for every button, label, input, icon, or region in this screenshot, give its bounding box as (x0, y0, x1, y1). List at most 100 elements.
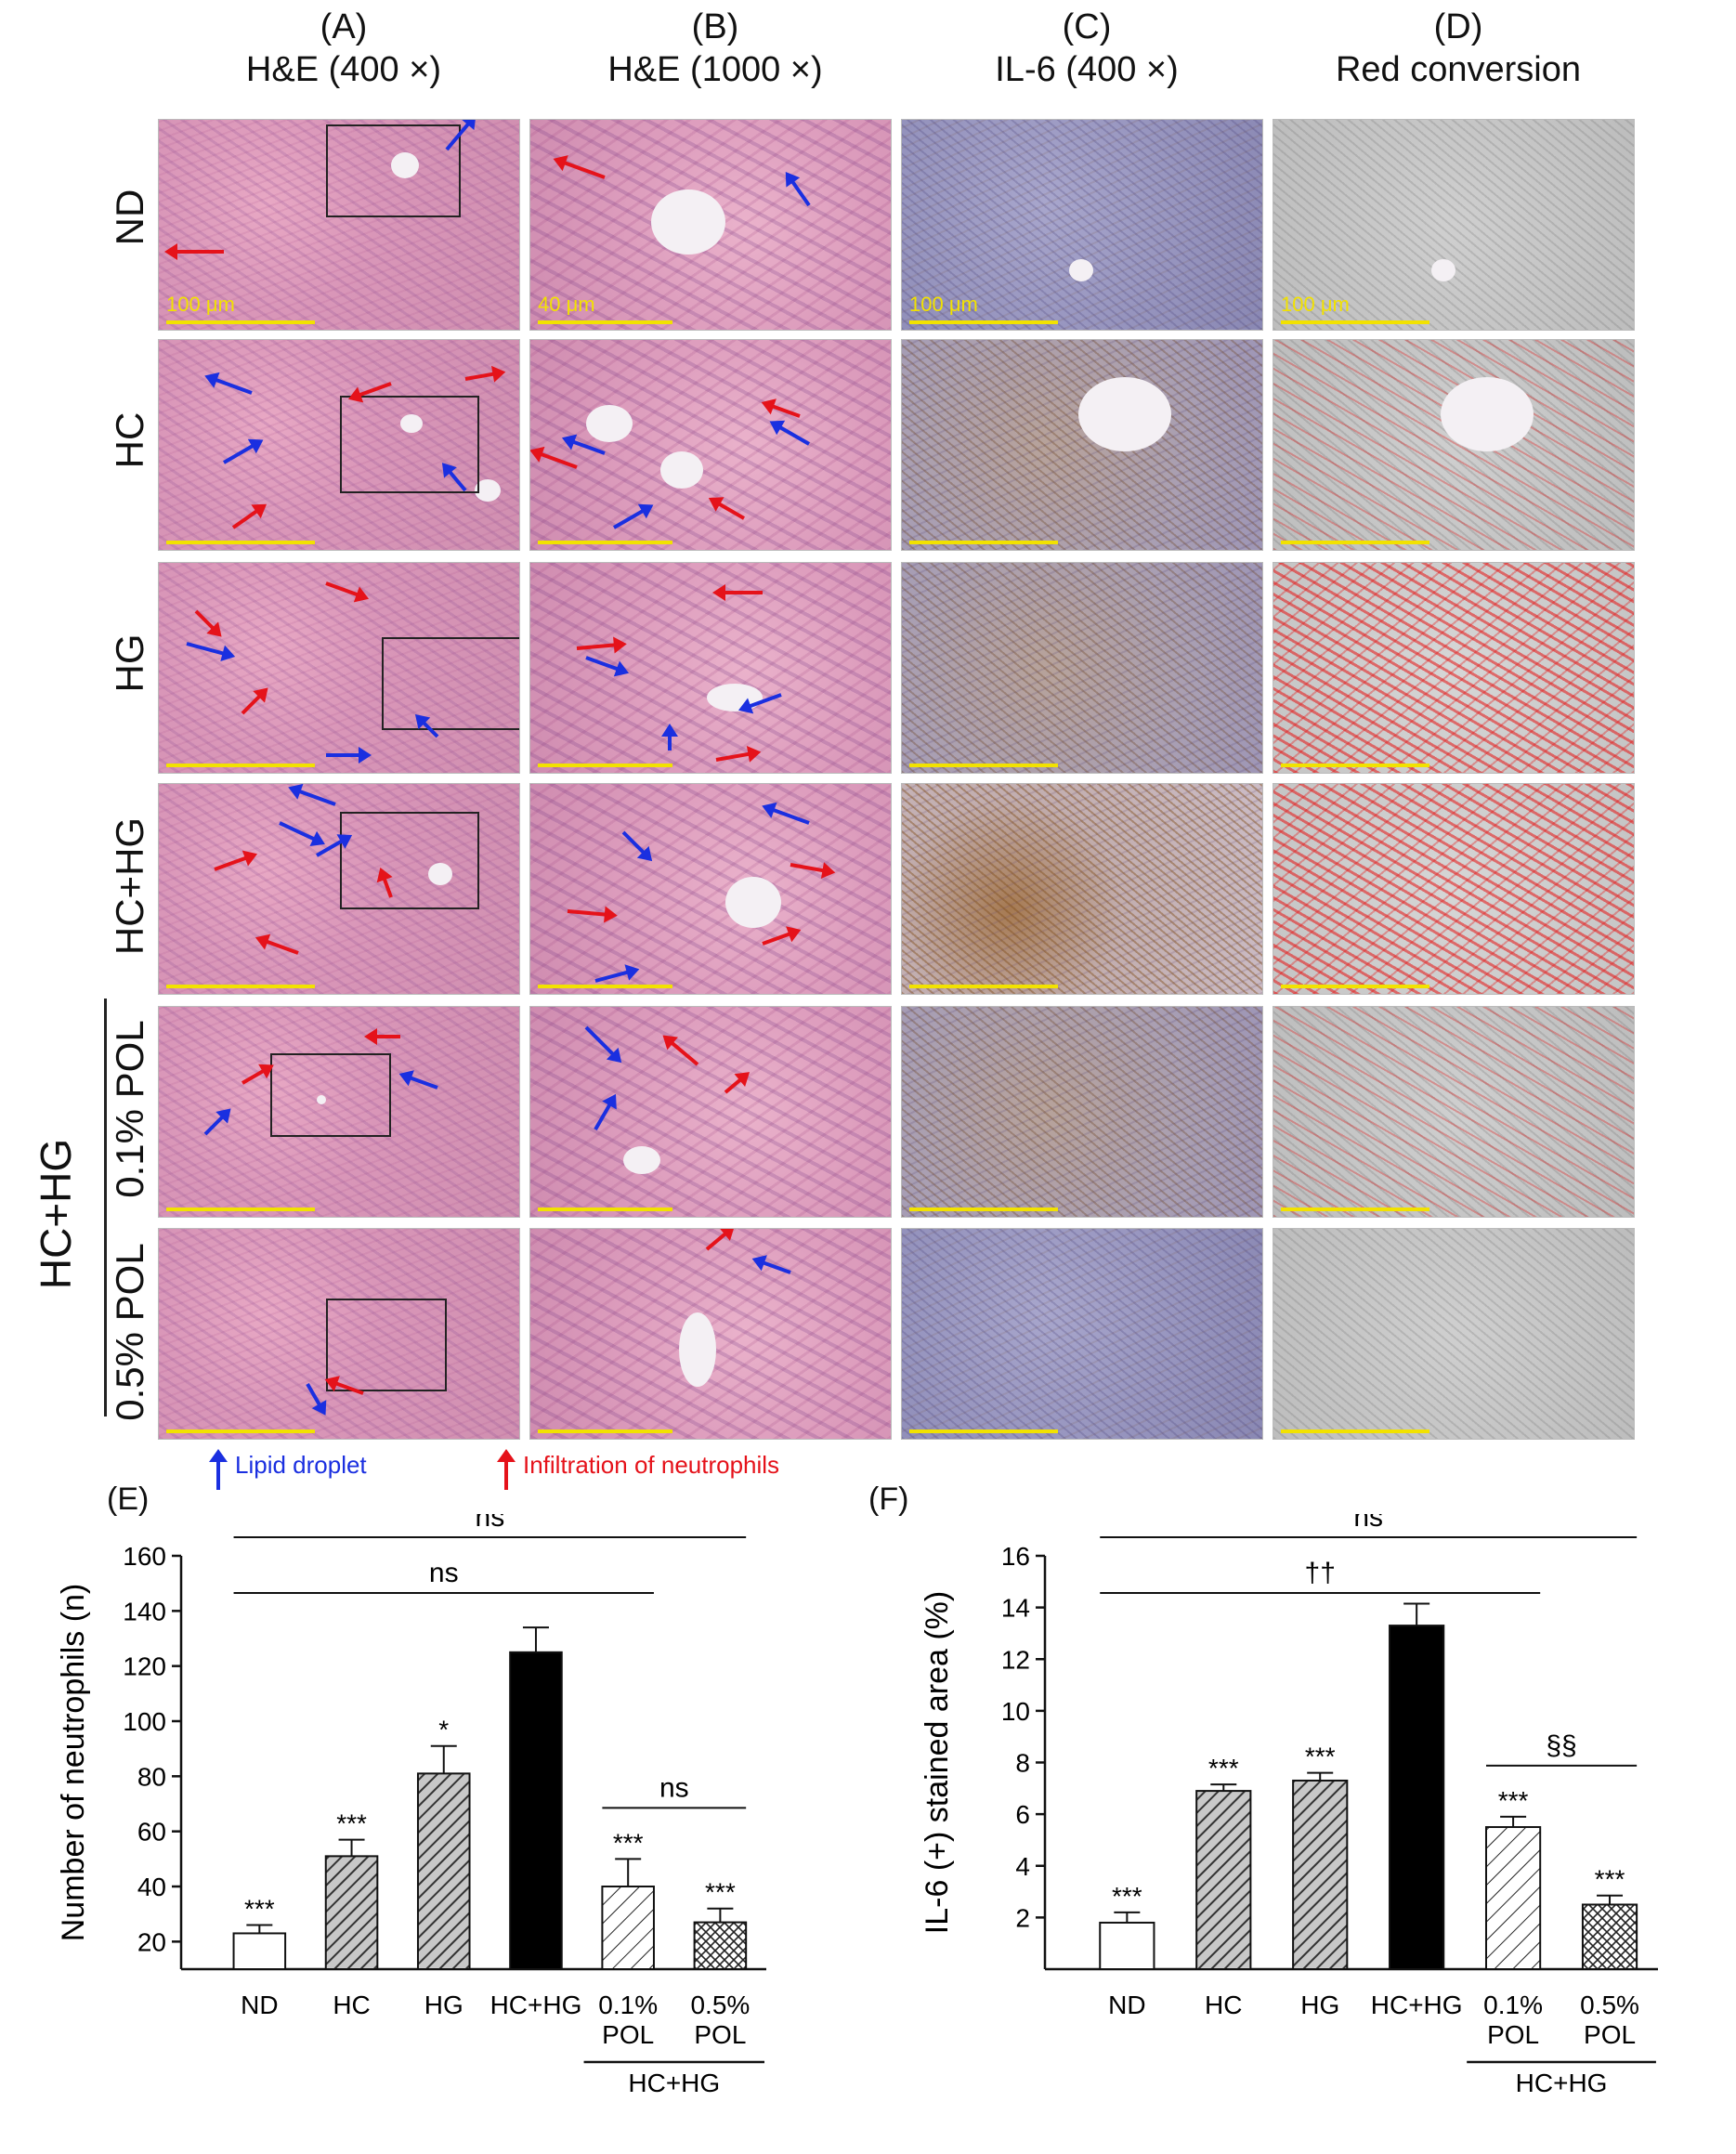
vessel-lumen (400, 414, 423, 433)
neutrophil-arrow-icon (214, 853, 255, 871)
category-label: HC+HG (1371, 1991, 1463, 2019)
column-header-a: (A) H&E (400 ×) (158, 6, 529, 91)
blue-arrow-icon (216, 1455, 220, 1490)
category-label: HC (1205, 1991, 1242, 2019)
il6-bar-chart: 2 4 6 8 10 12 14 16 IL-6 (+) stained area (%) ***… (920, 1514, 1658, 2097)
neutrophil-bar-chart: 20 40 60 80 100 120 140 160 Number of neutrophil… (56, 1514, 766, 2097)
scale-bar (909, 320, 1058, 324)
significance-label: *** (705, 1878, 736, 1907)
vessel-lumen (651, 189, 725, 255)
zoom-region-box (326, 124, 461, 217)
scale-label: 100 μm (1281, 293, 1350, 316)
panel-e-letter: (E) (107, 1482, 150, 1517)
scale-bar (538, 320, 672, 324)
category-label: HC (333, 1991, 370, 2019)
row-label-01-pol: 0.1% POL (108, 1020, 151, 1198)
bar (693, 1921, 748, 1971)
category-label: POL (1584, 2020, 1636, 2049)
column-title: Red conversion (1335, 50, 1582, 89)
y-tick-label: 10 (1001, 1697, 1030, 1726)
scale-bar (166, 985, 315, 988)
scale-label: 40 μm (538, 293, 595, 316)
category-label: 0.5% (1580, 1991, 1639, 2019)
micrograph-hc-red-conversion (1273, 339, 1635, 551)
scale-bar (1281, 1208, 1429, 1211)
bar (1484, 1826, 1542, 1970)
micrograph-05-pol-il6 (901, 1228, 1263, 1440)
bar (1292, 1779, 1349, 1970)
scale-bar (1281, 541, 1429, 544)
lipid-droplet-arrow-icon (291, 787, 336, 806)
column-letter: (D) (1433, 7, 1483, 46)
neutrophil-arrow-icon (724, 1073, 749, 1094)
legend-neutrophil-infiltration: Infiltration of neutrophils (523, 1451, 780, 1479)
group-label: HC+HG (1516, 2069, 1608, 2097)
vessel-lumen (317, 1095, 326, 1104)
y-tick-label: 20 (137, 1927, 166, 1956)
comparison-label: ns (1353, 1514, 1383, 1533)
significance-label: *** (336, 1809, 367, 1838)
column-letter: (A) (320, 7, 368, 46)
category-label: HG (1300, 1991, 1339, 2019)
bar (1195, 1790, 1252, 1970)
y-tick-label: 16 (1001, 1542, 1030, 1571)
lipid-droplet-arrow-icon (621, 830, 651, 860)
significance-label: *** (1305, 1743, 1336, 1771)
vessel-lumen (707, 684, 763, 711)
category-label: HC+HG (490, 1991, 582, 2019)
neutrophil-arrow-icon (241, 1064, 272, 1085)
scale-label: 100 μm (909, 293, 978, 316)
vessel-lumen (391, 152, 419, 178)
scale-bar (909, 1429, 1058, 1433)
significance-label: *** (1498, 1786, 1529, 1815)
neutrophil-arrow-icon (711, 498, 745, 520)
micrograph-nd-he-1000: 40 μm (529, 119, 892, 331)
micrograph-05-pol-he-400 (158, 1228, 520, 1440)
neutrophil-arrow-icon (231, 504, 265, 529)
neutrophil-arrow-icon (762, 929, 799, 946)
lipid-droplet-arrow-icon (613, 504, 651, 529)
micrograph-hg-he-400 (158, 562, 520, 774)
vessel-lumen (1441, 377, 1534, 451)
scale-bar (909, 985, 1058, 988)
lipid-droplet-arrow-icon (186, 642, 232, 658)
bar (416, 1772, 471, 1970)
column-title: IL-6 (400 ×) (995, 50, 1179, 89)
bar (324, 1855, 379, 1970)
row-label-nd: ND (108, 189, 151, 246)
column-title: H&E (1000 ×) (607, 50, 823, 89)
neutrophil-arrow-icon (705, 1229, 734, 1251)
scale-bar (166, 1429, 315, 1433)
bar (1389, 1625, 1445, 1970)
micrograph-hg-red-conversion (1273, 562, 1635, 774)
y-tick-label: 140 (123, 1597, 166, 1625)
group-bracket-line (104, 999, 107, 1416)
micrograph-hc-hg-red-conversion (1273, 783, 1635, 995)
scale-bar (909, 764, 1058, 767)
neutrophil-arrow-icon (716, 591, 763, 594)
category-label: POL (694, 2020, 746, 2049)
micrograph-hg-he-1000 (529, 562, 892, 774)
category-label: HG (424, 1991, 463, 2019)
y-tick-label: 14 (1001, 1594, 1030, 1623)
neutrophil-arrow-icon (790, 863, 832, 874)
micrograph-hc-hg-il6 (901, 783, 1263, 995)
neutrophil-arrow-icon (168, 250, 224, 254)
column-letter: (C) (1062, 7, 1112, 46)
vessel-lumen (679, 1312, 716, 1387)
scale-bar (166, 320, 315, 324)
scale-bar (538, 1429, 672, 1433)
vessel-lumen (428, 863, 452, 885)
bar (509, 1651, 563, 1970)
lipid-droplet-arrow-icon (754, 1258, 791, 1274)
comparison-label: ns (429, 1558, 459, 1588)
y-tick-label: 120 (123, 1652, 166, 1681)
group-label-hc-hg: HC+HG (32, 1138, 80, 1290)
row-label-hc: HC (108, 411, 151, 469)
scale-bar (1281, 320, 1429, 324)
lipid-droplet-arrow-icon (584, 1025, 620, 1062)
lipid-droplet-arrow-icon (764, 805, 810, 825)
category-label: 0.1% (598, 1991, 658, 2019)
scale-bar (166, 1208, 315, 1211)
column-header-c: (C) IL-6 (400 ×) (901, 6, 1273, 91)
